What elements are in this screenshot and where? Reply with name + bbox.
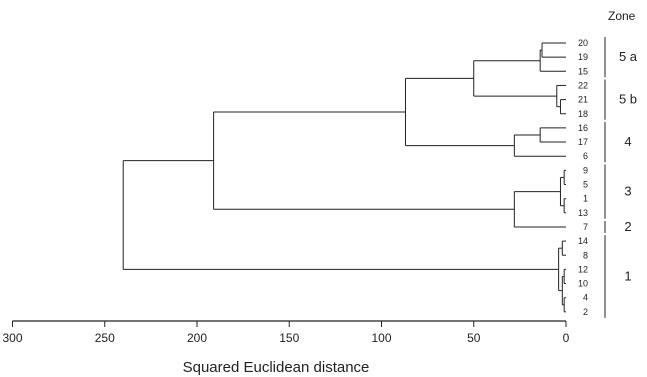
leaf-label: 13 (578, 208, 588, 218)
leaf-label: 6 (583, 151, 588, 161)
leaf-label: 16 (578, 123, 588, 133)
merge-link (563, 297, 566, 313)
leaf-label: 15 (578, 66, 588, 76)
tick-label: 50 (467, 331, 481, 345)
tick-label: 0 (563, 331, 570, 345)
dendrogram-tree (122, 42, 566, 313)
merge-link (563, 198, 566, 214)
zone-bracket: 4 (604, 121, 632, 163)
merge-link (563, 169, 566, 185)
merge-link (122, 160, 559, 270)
leaf-label: 1 (583, 194, 588, 204)
leaf-label: 19 (578, 52, 588, 62)
leaf-label: 7 (583, 222, 588, 232)
leaf-label: 17 (578, 137, 588, 147)
leaf-label: 4 (583, 293, 588, 303)
tick-label: 100 (371, 331, 391, 345)
merge-link (563, 268, 566, 285)
zone-label: 3 (624, 184, 631, 199)
zone-label: 4 (624, 134, 631, 149)
merge-link (513, 191, 566, 228)
leaf-label: 18 (578, 109, 588, 119)
zone-bracket: 1 (604, 235, 632, 318)
leaf-label: 9 (583, 165, 588, 175)
x-axis: 300 250 200 150 100 50 0 (2, 320, 570, 345)
leaf-label: 8 (583, 250, 588, 260)
zone-heading: Zone (608, 9, 636, 23)
leaf-label: 12 (578, 264, 588, 274)
tick-label: 150 (279, 331, 299, 345)
leaf-label: 22 (578, 80, 588, 90)
zone-label: 5 b (619, 92, 637, 107)
zone-brackets: 5 a 5 b 4 3 2 1 (604, 37, 638, 318)
merge-link (541, 42, 566, 58)
leaf-label: 2 (583, 307, 588, 317)
merge-link (558, 247, 563, 292)
zone-label: 2 (624, 219, 631, 234)
x-axis-label: Squared Euclidean distance (183, 359, 370, 376)
zone-bracket: 2 (604, 219, 632, 234)
zone-bracket: 3 (604, 164, 632, 219)
leaf-label: 14 (578, 236, 588, 246)
merge-link (559, 176, 565, 207)
zone-bracket: 5 a (604, 37, 638, 78)
tick-label: 300 (2, 331, 22, 345)
zone-bracket: 5 b (604, 79, 637, 120)
merge-link (473, 60, 557, 97)
merge-link (539, 49, 566, 72)
leaf-labels: 20 19 15 22 21 18 16 17 6 9 5 1 13 7 14 8 12 10 4 2 (578, 38, 588, 317)
merge-link (539, 127, 566, 143)
leaf-label: 5 (583, 180, 588, 190)
zone-label: 5 a (619, 49, 638, 64)
merge-link (404, 77, 515, 147)
leaf-label: 10 (578, 279, 588, 289)
merge-link (561, 240, 566, 256)
leaf-label: 20 (578, 38, 588, 48)
leaf-label: 21 (578, 95, 588, 105)
zone-label: 1 (624, 268, 631, 283)
merge-link (559, 99, 566, 115)
merge-link (556, 84, 566, 108)
merge-link (213, 111, 515, 210)
tick-label: 200 (187, 331, 207, 345)
tick-label: 250 (95, 331, 115, 345)
